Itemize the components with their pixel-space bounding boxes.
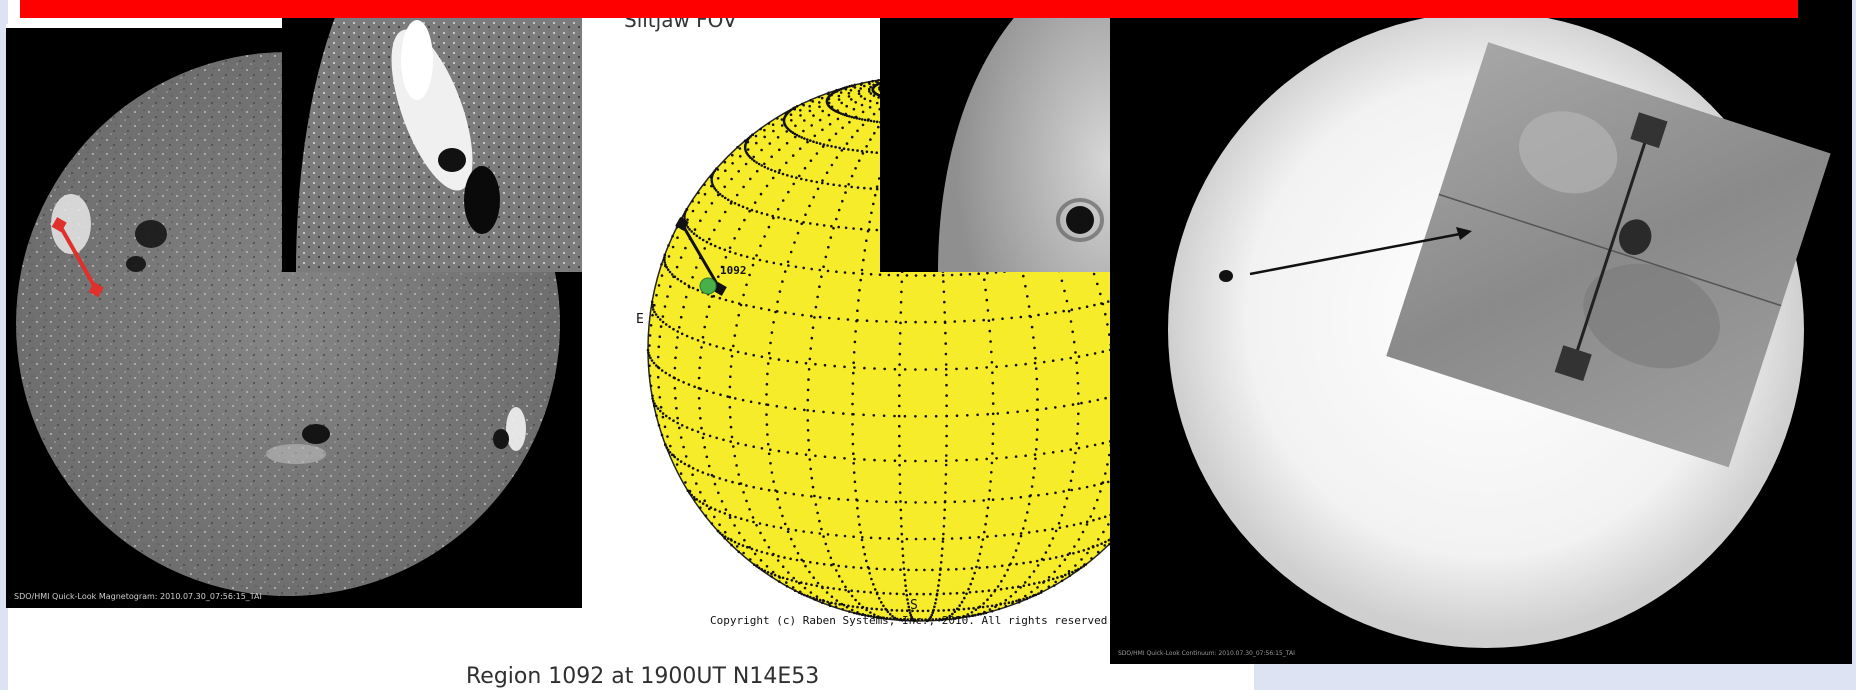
left-frame-strip xyxy=(0,0,8,690)
slitjaw-sunspot xyxy=(1618,219,1652,255)
east-label: E xyxy=(636,312,644,327)
magnetogram-top-gap xyxy=(6,24,282,28)
active-region-center xyxy=(266,424,330,464)
zoom-dark-spot xyxy=(438,148,500,234)
magnetogram-footer-label: SDO/HMI Quick-Look Magnetogram: 2010.07.… xyxy=(14,592,262,601)
header-highlight-bar xyxy=(20,0,1798,18)
active-region-west xyxy=(51,194,167,272)
region-caption: Region 1092 at 1900UT N14E53 xyxy=(466,664,820,689)
continuum-sunspot xyxy=(1219,270,1233,282)
slitjaw-image-overlay xyxy=(1386,42,1831,468)
continuum-footer-label: SDO/HMI Quick-Look Continuum: 2010.07.30… xyxy=(1118,650,1295,657)
region-number-label: 1092 xyxy=(720,264,747,277)
slit-marker-black xyxy=(675,217,727,296)
pointer-arrow xyxy=(1249,227,1472,276)
slitjaw-slit xyxy=(1571,125,1652,365)
inset-sunspot xyxy=(1066,206,1094,234)
copyright-label: Copyright (c) Raben Systems, Inc., 2010.… xyxy=(710,614,1108,627)
south-label: S xyxy=(910,598,918,613)
magnetogram-zoom-inset xyxy=(282,0,582,272)
continuum-panel: SDO/HMI Quick-Look Continuum: 2010.07.30… xyxy=(1110,0,1852,664)
active-region-east-limb xyxy=(493,407,526,451)
region-marker xyxy=(699,277,717,295)
continuum-zoom-inset xyxy=(880,0,1110,272)
slit-marker-red xyxy=(51,217,104,298)
